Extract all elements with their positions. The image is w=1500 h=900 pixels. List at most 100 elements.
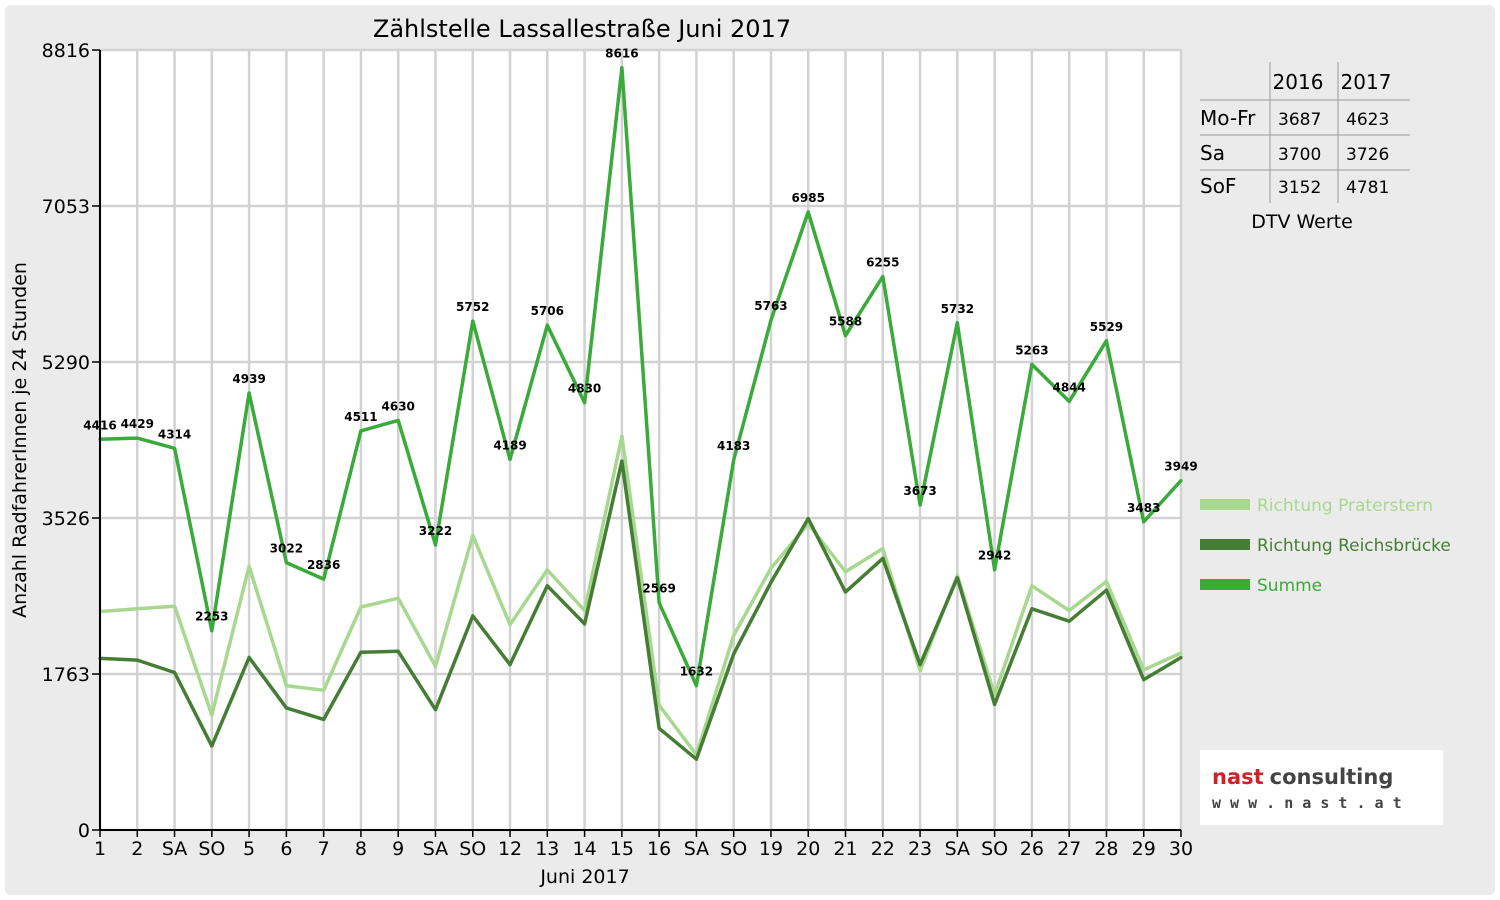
data-point [433,664,438,668]
data-point [284,561,288,565]
data-point [359,605,363,609]
data-label: 3673 [903,484,936,498]
data-label: 3949 [1164,460,1197,474]
legend-swatch [1200,539,1250,550]
data-point [918,503,922,507]
logo-text: nast consulting [1212,765,1393,789]
data-point [508,457,512,461]
data-point [620,459,624,463]
data-label: 5529 [1090,320,1123,334]
dtv-col-header: 2017 [1341,70,1392,94]
data-label: 4939 [232,372,265,386]
logo-url: w w w . n a s t . a t [1212,794,1402,812]
x-tick-label: SO [981,838,1008,860]
data-point [284,684,288,688]
x-tick-label: 12 [498,838,522,860]
data-label: 5732 [941,302,974,316]
data-point [471,319,475,323]
data-point [210,629,214,633]
data-label: 4511 [344,410,377,424]
data-point [694,757,699,761]
data-point [881,274,885,279]
x-tick-label: SA [423,838,448,860]
data-point [993,693,997,697]
dtv-cell: 3700 [1278,145,1321,165]
data-point [993,568,997,572]
data-point [1067,608,1071,613]
data-label: 4183 [717,439,750,453]
data-label: 2253 [195,610,228,624]
dtv-cell: 3726 [1346,145,1389,165]
legend-label: Richtung Reichsbrücke [1257,536,1451,556]
x-tick-label: 13 [535,838,559,860]
data-point [918,669,922,673]
data-point [694,684,699,688]
data-point [732,458,736,462]
x-tick-label: 8 [355,838,367,860]
data-point [1142,668,1146,672]
x-tick-label: SO [198,838,225,860]
data-point [657,703,661,707]
x-tick-label: 1 [94,838,106,860]
data-point [247,564,251,568]
data-point [508,662,512,667]
data-point [359,429,363,433]
data-point [620,66,624,70]
dtv-cell: 3152 [1278,178,1321,198]
data-point [1067,399,1071,404]
data-point [1142,520,1146,524]
data-labels: 4416442943142253493930222836451146303222… [83,47,1197,679]
x-tick-label: 22 [871,838,895,860]
data-label: 3222 [419,524,452,538]
data-point [732,652,736,656]
data-label: 3022 [270,542,303,556]
x-tick-label: 9 [392,838,404,860]
data-label: 5752 [456,300,489,314]
data-point [359,650,363,654]
data-point [955,321,959,325]
x-tick-label: 2 [131,838,143,860]
x-tick-label: 15 [610,838,634,860]
data-point [396,418,400,422]
x-tick-label: 16 [647,838,671,860]
data-point [247,655,251,660]
dtv-row-label: Mo-Fr [1200,106,1256,130]
data-label: 5763 [754,299,787,313]
data-label: 3483 [1127,501,1160,515]
y-tick-label: 3526 [42,508,90,530]
data-point [881,547,885,551]
data-point [172,670,177,675]
data-point [433,543,438,547]
data-point [1030,362,1034,366]
data-label: 2836 [307,558,340,572]
nast-logo: nast consulting w w w . n a s t . a t [1200,750,1443,825]
data-point [1104,588,1109,592]
dtv-cell: 4781 [1346,178,1389,198]
series-line [99,434,1182,757]
data-label: 4189 [493,438,526,452]
x-tick-label: 27 [1057,838,1081,860]
data-point [1067,619,1071,623]
data-point [732,633,736,637]
data-point [545,584,549,588]
data-point [322,577,326,581]
data-label: 2942 [978,549,1011,563]
data-point [769,566,773,570]
legend-swatch [1200,499,1250,510]
data-point [806,516,810,521]
data-label: 1632 [680,665,713,679]
data-point [545,323,549,327]
x-tick-label: 30 [1169,838,1193,860]
data-point [396,596,400,600]
dtv-cell: 3687 [1278,110,1321,130]
data-label: 4830 [568,382,601,396]
data-label: 8616 [605,47,638,61]
data-point [881,556,885,560]
x-tick-label: 5 [243,838,255,860]
dtv-row-label: Sa [1200,141,1225,165]
y-tick-label: 1763 [42,664,90,686]
x-tick-label: SA [945,838,970,860]
dtv-col-header: 2016 [1273,70,1324,94]
